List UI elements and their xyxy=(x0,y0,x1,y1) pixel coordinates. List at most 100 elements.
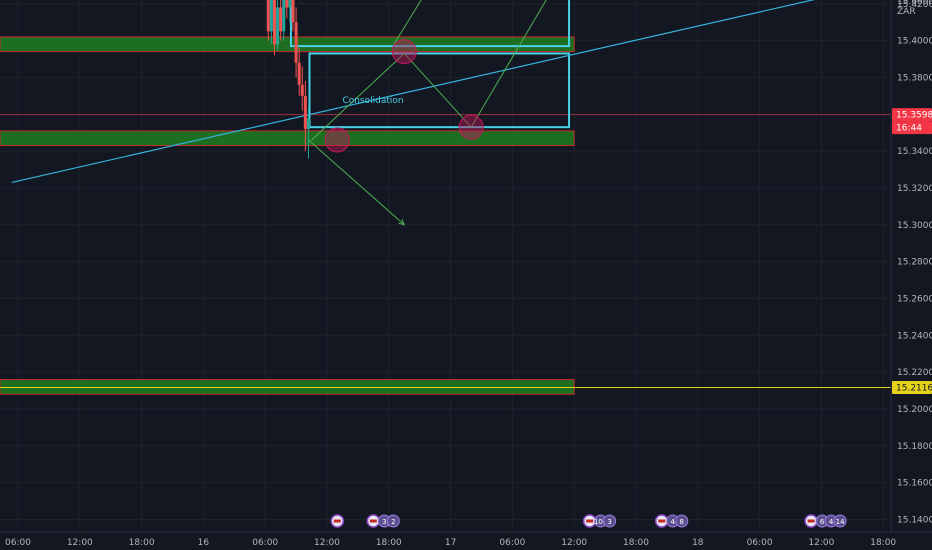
reaction-circle[interactable] xyxy=(391,39,417,65)
event-count: 4 xyxy=(671,518,676,526)
time-tick-label: 06:00 xyxy=(252,538,278,548)
candle-body xyxy=(303,95,307,129)
time-tick-label: 06:00 xyxy=(747,538,773,548)
price-tick-label: 15.34000 xyxy=(897,147,932,157)
price-lines xyxy=(0,114,891,389)
projection-connector[interactable] xyxy=(403,53,472,128)
time-tick-label: 18 xyxy=(692,538,704,548)
candle-body xyxy=(288,0,292,8)
candle-body xyxy=(297,62,301,85)
currency-label: ZAR xyxy=(897,7,916,17)
projection-connector[interactable] xyxy=(311,53,405,141)
event-flag-stripe xyxy=(369,519,377,523)
consolidation-box[interactable] xyxy=(289,0,571,48)
candle-body xyxy=(285,0,289,8)
candle-body xyxy=(294,22,298,63)
time-tick-label: 12:00 xyxy=(808,538,834,548)
event-count: 3 xyxy=(607,518,611,526)
zone-band xyxy=(0,130,575,147)
current-price-tag-bg xyxy=(892,108,932,122)
time-tick-label: 16 xyxy=(198,538,210,548)
time-tick-label: 12:00 xyxy=(314,538,340,548)
time-tick-label: 18:00 xyxy=(623,538,649,548)
economic-events[interactable]: 3 2 104 3 4 8 6 4 14 xyxy=(330,514,847,528)
price-tick-label: 15.20000 xyxy=(897,405,932,415)
reaction-circle[interactable] xyxy=(458,114,484,140)
countdown-tag: 16:44 xyxy=(896,124,922,134)
event-count: 8 xyxy=(680,518,684,526)
event-flag-stripe xyxy=(658,519,666,523)
event-count: 6 xyxy=(820,518,825,526)
price-tick-label: 15.40000 xyxy=(897,37,932,47)
reaction-circle[interactable] xyxy=(324,127,350,153)
time-tick-label: 18:00 xyxy=(870,538,896,548)
price-tick-label: 15.18000 xyxy=(897,442,932,452)
projection-arrow[interactable] xyxy=(393,0,523,45)
candles xyxy=(266,0,310,159)
time-tick-label: 06:00 xyxy=(499,538,525,548)
time-axis-ticks: 06:00 12:00 18:00 16 06:00 12:00 18:00 17 06:00 1… xyxy=(5,538,896,548)
projection-arrow[interactable] xyxy=(470,0,631,128)
event-flag-stripe xyxy=(807,519,815,523)
time-tick-label: 12:00 xyxy=(67,538,93,548)
time-tick-label: 18:00 xyxy=(129,538,155,548)
projection-arrows[interactable] xyxy=(41,0,631,226)
event-flag-stripe xyxy=(333,519,341,523)
current-price-tag: 15.35980 xyxy=(896,111,932,121)
event-flag-stripe xyxy=(586,519,594,523)
reaction-circles[interactable] xyxy=(324,39,484,153)
countdown-tag-bg xyxy=(892,121,932,135)
price-tick-label: 15.32000 xyxy=(897,184,932,194)
support-resistance-zones xyxy=(0,36,575,395)
event-count: 14 xyxy=(836,518,845,526)
price-tick-label: 15.22000 xyxy=(897,368,932,378)
price-tick-label: 15.42000 xyxy=(897,0,932,10)
projection-arrow[interactable] xyxy=(308,139,405,226)
price-tick-label: 15.24000 xyxy=(897,331,932,341)
price-tick-label: 15.14000 xyxy=(897,516,932,526)
candle-body xyxy=(269,0,273,32)
candle-body xyxy=(291,0,295,23)
price-axis-ticks: 15.14000 15.16000 15.18000 15.20000 15.22000… xyxy=(897,0,932,526)
price-tick-label: 15.30000 xyxy=(897,221,932,231)
candle-body xyxy=(272,0,276,45)
candle-body xyxy=(276,7,280,45)
candle-body xyxy=(306,117,310,129)
consolidation-box[interactable] xyxy=(308,52,571,129)
zone-band xyxy=(0,379,575,395)
candle-body xyxy=(282,0,286,32)
trendline[interactable] xyxy=(11,0,909,183)
time-tick-label: 18:00 xyxy=(376,538,402,548)
support-price-tag-bg xyxy=(892,381,932,395)
event-count: 3 xyxy=(382,518,386,526)
event-count: 4 xyxy=(829,518,834,526)
event-count: 2 xyxy=(391,518,395,526)
event-count: 104 xyxy=(594,518,608,526)
time-axis[interactable] xyxy=(0,532,932,550)
arrow-head xyxy=(398,219,406,226)
event-badge[interactable] xyxy=(603,514,617,528)
candle-body xyxy=(266,0,270,32)
event-badge[interactable] xyxy=(386,514,400,528)
trendline-layer[interactable] xyxy=(11,0,909,183)
price-tick-label: 15.38000 xyxy=(897,73,932,83)
price-axis[interactable] xyxy=(891,0,932,550)
event-badge[interactable] xyxy=(833,514,847,528)
support-price-tag: 15.21164 xyxy=(896,384,932,394)
time-tick-label: 17 xyxy=(445,538,456,548)
time-tick-label: 12:00 xyxy=(561,538,587,548)
zone-band xyxy=(0,36,575,53)
consolidation-label: Consolidation xyxy=(342,96,403,106)
price-tick-label: 15.28000 xyxy=(897,258,932,268)
event-badge[interactable] xyxy=(675,514,689,528)
price-tick-label: 15.16000 xyxy=(897,479,932,489)
time-tick-label: 06:00 xyxy=(5,538,31,548)
price-tick-label: 15.26000 xyxy=(897,294,932,304)
candle-body xyxy=(300,84,304,96)
consolidation-boxes[interactable] xyxy=(289,0,571,129)
candle-body xyxy=(279,7,283,32)
